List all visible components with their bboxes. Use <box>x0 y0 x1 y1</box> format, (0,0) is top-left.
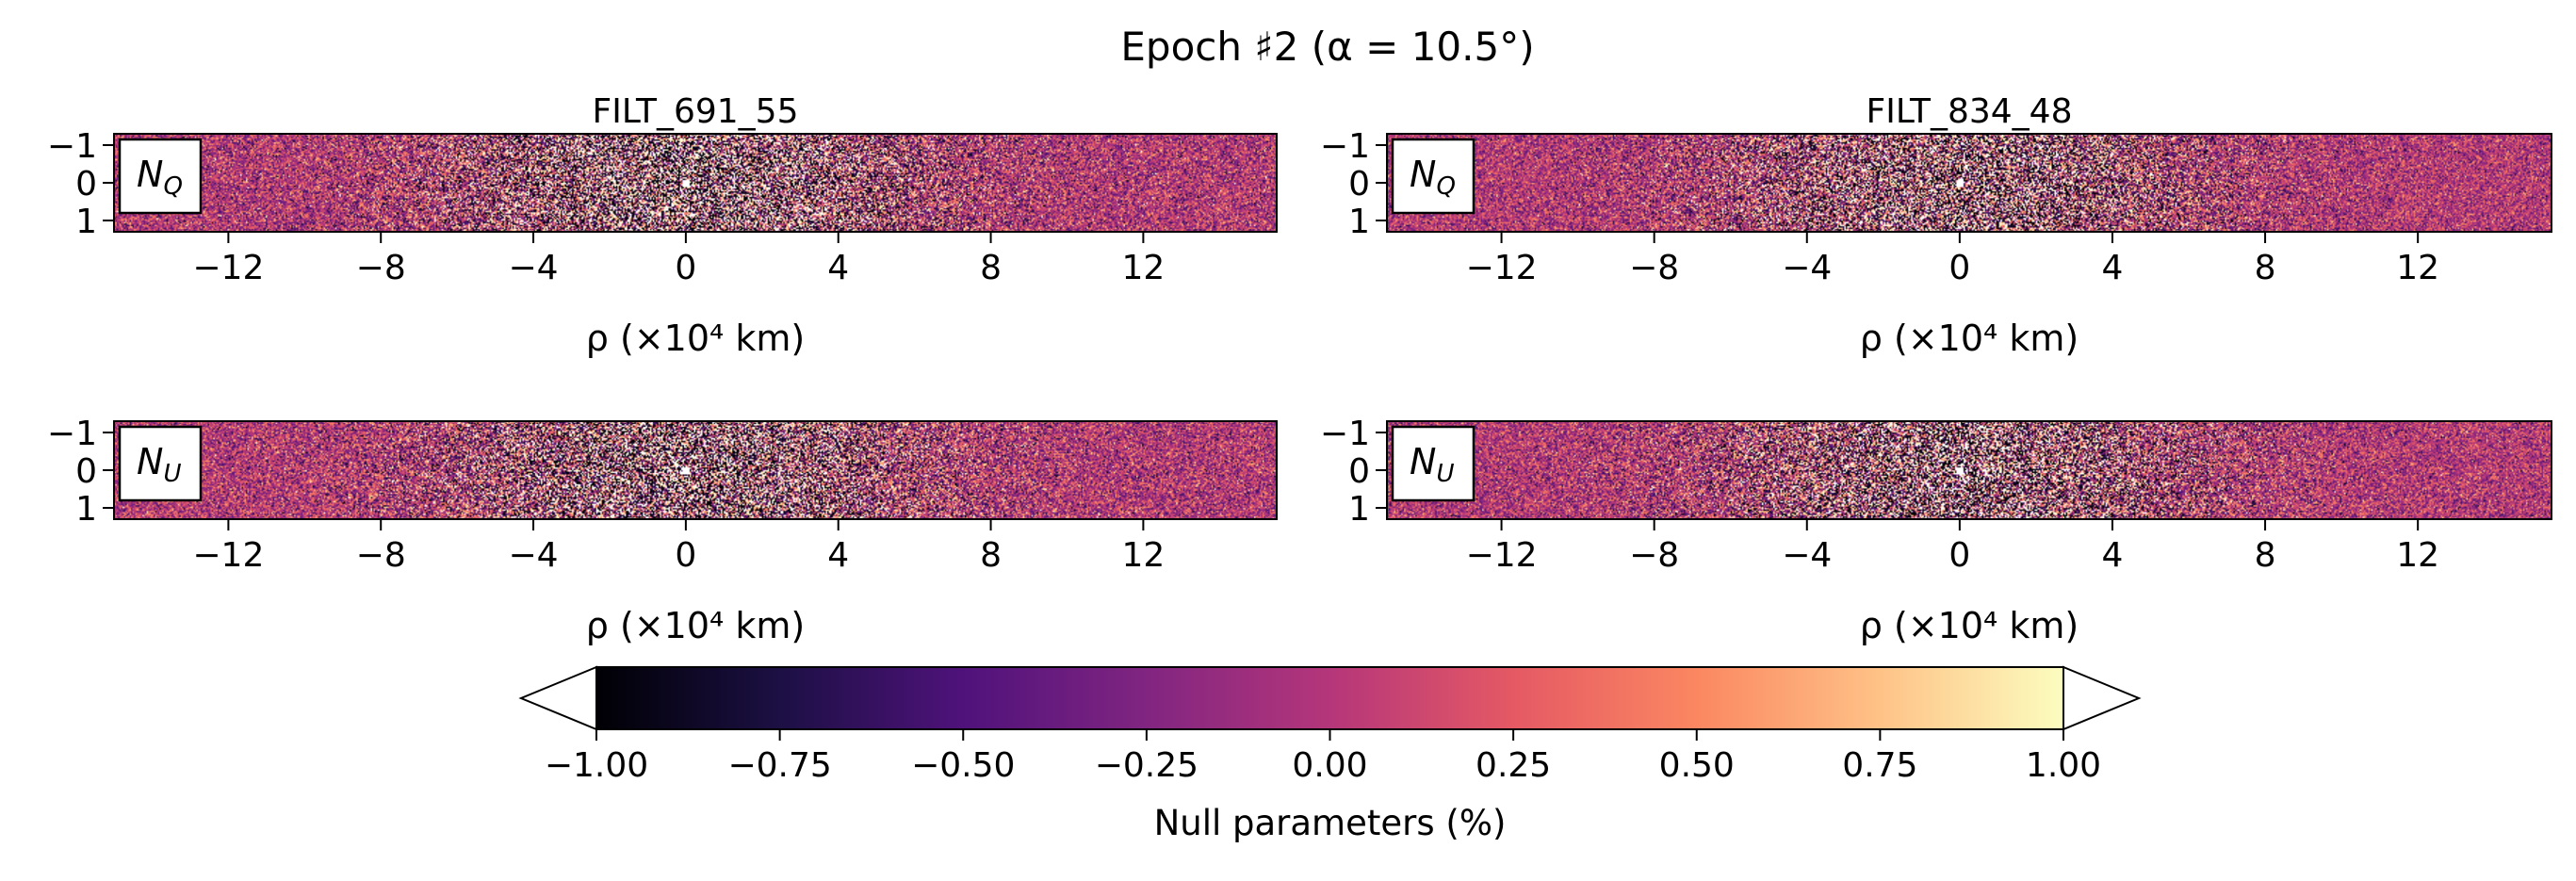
colorbar-label: Null parameters (%) <box>1154 803 1507 843</box>
x-tick-label: 4 <box>827 536 849 575</box>
panel-label-box <box>118 425 203 502</box>
panel-label-box <box>118 138 203 215</box>
x-tick-label: 8 <box>980 536 1002 575</box>
x-tick-label: 4 <box>2102 249 2124 287</box>
y-tick-label: 0 <box>1348 165 1370 204</box>
y-tick-label: −1 <box>1320 127 1370 166</box>
x-tick-label: −8 <box>1629 536 1679 575</box>
colorbar-tick-label: 1.00 <box>2026 746 2101 785</box>
figure-title: Epoch ♯2 (α = 10.5°) <box>1120 24 1534 70</box>
x-tick-label: −4 <box>1782 536 1832 575</box>
x-tick-label: 8 <box>2255 249 2276 287</box>
colorbar-gradient <box>596 667 2063 729</box>
y-tick-label: 1 <box>1348 490 1370 529</box>
x-tick-label: 0 <box>675 249 696 287</box>
x-tick-label: 8 <box>2255 536 2276 575</box>
x-tick-label: −4 <box>1782 249 1832 287</box>
colorbar-tick-label: 0.50 <box>1659 746 1735 785</box>
x-axis-label: ρ (×10⁴ km) <box>586 605 805 646</box>
x-tick-label: −8 <box>356 536 406 575</box>
x-tick-label: −12 <box>1466 249 1538 287</box>
y-tick-label: −1 <box>1320 415 1370 453</box>
y-tick-label: 1 <box>1348 203 1370 241</box>
x-tick-label: −8 <box>356 249 406 287</box>
heatmap-image <box>1387 134 2552 232</box>
x-tick-label: −12 <box>192 536 264 575</box>
x-tick-label: 12 <box>1121 249 1165 287</box>
x-tick-label: 0 <box>1948 536 1970 575</box>
panel-title: FILT_691_55 <box>593 92 799 131</box>
panel-label: NQ <box>137 154 183 201</box>
heatmap-image <box>1387 421 2552 519</box>
x-tick-label: 12 <box>2396 249 2439 287</box>
x-tick-label: 4 <box>827 249 849 287</box>
y-tick-label: 1 <box>75 203 97 241</box>
colorbar-tick-label: 0.25 <box>1475 746 1551 785</box>
x-tick-label: −12 <box>192 249 264 287</box>
y-tick-label: 1 <box>75 490 97 529</box>
panel-label: NU <box>137 441 181 488</box>
x-axis-label: ρ (×10⁴ km) <box>1860 318 2079 359</box>
heatmap-image <box>114 134 1277 232</box>
x-tick-label: −4 <box>509 249 559 287</box>
y-tick-label: 0 <box>75 165 97 204</box>
x-tick-label: −4 <box>509 536 559 575</box>
x-tick-label: 0 <box>1948 249 1970 287</box>
colorbar-tick-label: −1.00 <box>545 746 648 785</box>
colorbar-tick-label: 0.75 <box>1842 746 1917 785</box>
heatmap-image <box>114 421 1277 519</box>
x-axis-label: ρ (×10⁴ km) <box>586 318 805 359</box>
colorbar-tick-label: −0.25 <box>1095 746 1198 785</box>
x-tick-label: 12 <box>1121 536 1165 575</box>
x-axis-label: ρ (×10⁴ km) <box>1860 605 2079 646</box>
y-tick-label: −1 <box>47 127 97 166</box>
x-tick-label: 4 <box>2102 536 2124 575</box>
colorbar: −1.00 −0.75 −0.50 −0.25 0.00 0.25 0.50 0.75 1.00… <box>518 665 2142 843</box>
x-tick-label: 12 <box>2396 536 2439 575</box>
x-tick-label: 0 <box>675 536 696 575</box>
panel-title: FILT_834_48 <box>1867 92 2073 131</box>
y-tick-label: −1 <box>47 415 97 453</box>
colorbar-tick-label: −0.50 <box>911 746 1015 785</box>
panel-label-box <box>1391 425 1475 502</box>
y-tick-label: 0 <box>75 452 97 491</box>
y-tick-label: 0 <box>1348 452 1370 491</box>
colorbar-tick-label: 0.00 <box>1292 746 1367 785</box>
panel-label-box <box>1391 138 1475 215</box>
colorbar-tick-label: −0.75 <box>727 746 831 785</box>
x-tick-label: 8 <box>980 249 1002 287</box>
x-tick-label: −8 <box>1629 249 1679 287</box>
x-tick-label: −12 <box>1466 536 1538 575</box>
